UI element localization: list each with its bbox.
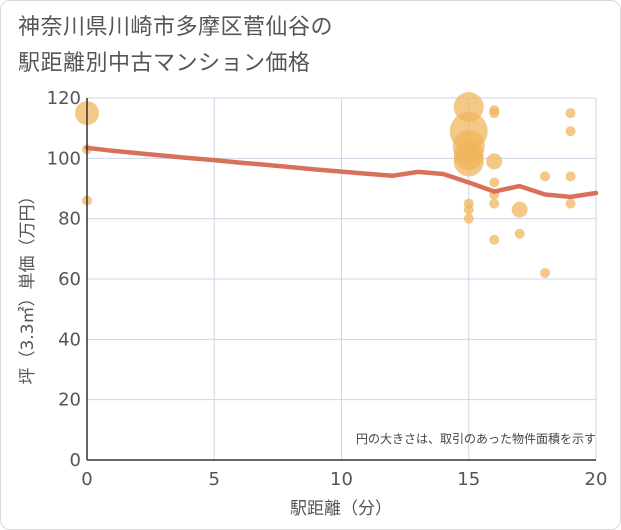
scatter-points (75, 92, 576, 278)
axes (86, 98, 596, 461)
y-tick-label-1: 20 (58, 390, 81, 411)
data-point-22 (565, 108, 576, 119)
data-point-21 (540, 267, 551, 278)
data-point-16 (489, 198, 500, 209)
bubble-size-note: 円の大きさは、取引のあった物件面積を示す (356, 431, 596, 446)
y-tick-labels: 0 20 40 60 80 100 120 (47, 88, 81, 471)
data-point-7 (453, 146, 484, 177)
x-tick-labels: 0 5 10 15 20 (81, 469, 607, 490)
data-point-17 (489, 234, 500, 245)
data-point-14 (489, 177, 500, 188)
data-point-12 (489, 108, 500, 119)
trend-line-group (84, 145, 599, 200)
chart-title-line1: 神奈川県川崎市多摩区菅仙谷の (18, 15, 334, 40)
y-axis-label: 坪（3.3㎡）単価（万円） (18, 187, 38, 384)
data-point-20 (540, 171, 551, 182)
y-tick-label-2: 40 (58, 329, 81, 350)
data-point-18 (511, 201, 528, 218)
x-tick-label-1: 5 (209, 469, 220, 490)
x-tick-label-3: 15 (457, 469, 480, 490)
y-tick-label-4: 80 (58, 209, 81, 230)
y-tick-label-5: 100 (47, 148, 81, 169)
data-point-25 (565, 198, 576, 209)
data-point-13 (486, 153, 503, 170)
data-point-23 (565, 126, 576, 137)
y-tick-label-3: 60 (58, 269, 81, 290)
data-point-10 (463, 213, 474, 224)
x-tick-label-0: 0 (81, 469, 92, 490)
chart-title: 神奈川県川崎市多摩区菅仙谷の 駅距離別中古マンション価格 (18, 10, 608, 82)
data-point-9 (463, 204, 474, 215)
y-tick-label-0: 0 (70, 450, 81, 471)
data-point-19 (514, 228, 525, 239)
x-tick-label-2: 10 (330, 469, 353, 490)
data-point-24 (565, 171, 576, 182)
grid (86, 97, 597, 461)
chart-title-line2: 駅距離別中古マンション価格 (18, 51, 311, 76)
x-axis-label: 駅距離（分） (290, 499, 392, 519)
y-tick-label-6: 120 (47, 88, 81, 109)
x-tick-label-4: 20 (585, 469, 608, 490)
trend-line (84, 145, 599, 200)
